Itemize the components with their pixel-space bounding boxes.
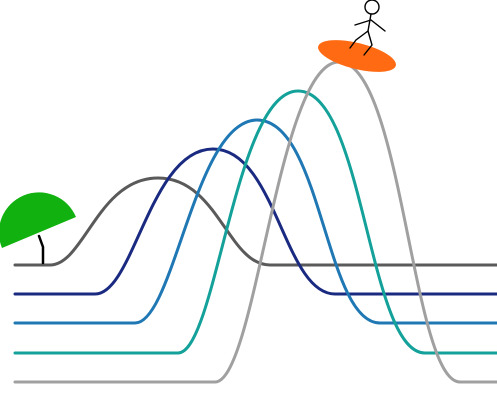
stick-figure-icon	[349, 0, 386, 56]
wave-line-3	[13, 118, 497, 325]
umbrella-canopy	[0, 192, 76, 248]
stick-figure-arms	[354, 19, 386, 32]
stick-figure-head	[364, 0, 380, 15]
wave-lines	[13, 60, 497, 384]
wave-line-1	[13, 176, 497, 267]
stick-figure-legs	[349, 30, 373, 56]
wave-line-5	[13, 60, 497, 384]
surfboard	[318, 40, 396, 72]
stick-figure-body	[367, 13, 372, 32]
surfboard-icon	[318, 40, 396, 72]
umbrella-icon	[0, 192, 76, 265]
umbrella-handle	[37, 234, 45, 265]
wave-line-2	[13, 147, 497, 296]
wave-line-4	[13, 89, 497, 355]
